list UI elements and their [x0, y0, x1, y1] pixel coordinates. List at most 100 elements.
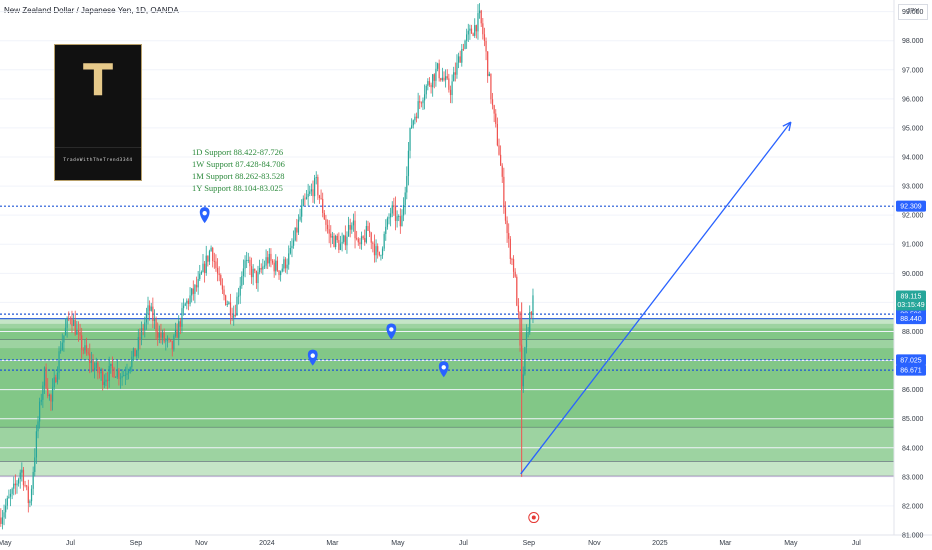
candle-body [89, 353, 91, 364]
candle-body [474, 25, 476, 36]
candle-body [173, 336, 175, 350]
candle-body [213, 261, 215, 262]
candle-body [202, 263, 204, 273]
candle-body [362, 236, 364, 239]
candle-body [115, 377, 117, 378]
candle-body [280, 271, 282, 276]
candle-body [530, 311, 532, 315]
candle-body [430, 84, 432, 88]
candle-body [359, 242, 361, 245]
arrow-head [782, 121, 792, 127]
candle-body [121, 375, 123, 378]
candle-body [132, 348, 135, 357]
candle-body [215, 261, 217, 268]
candle-body [500, 154, 502, 166]
candle-body [278, 270, 280, 276]
candle-body [288, 253, 290, 265]
candle-body [482, 23, 484, 35]
candle-body [315, 177, 317, 179]
candle-body [294, 227, 296, 241]
candle-body [310, 189, 312, 192]
candle-body [347, 224, 350, 237]
candle-body [454, 72, 456, 75]
candle-body [377, 246, 379, 252]
candle-body [336, 235, 338, 241]
candle-body [242, 268, 245, 277]
x-tick-label: Sep [523, 540, 536, 547]
price-tag [896, 200, 926, 212]
currency-selector[interactable]: JPY [898, 4, 928, 20]
candle-body [186, 300, 188, 304]
candle-body [71, 318, 73, 326]
logo-divider [55, 147, 141, 148]
candle-body [475, 25, 477, 32]
candle-body [461, 48, 463, 63]
candle-body [82, 349, 84, 351]
candle-body [43, 367, 46, 386]
candle-body [404, 192, 406, 206]
chart-title: New Zealand Dollar / Japanese Yen, 1D, O… [4, 6, 179, 15]
candle-body [422, 100, 424, 104]
candle-body [97, 362, 99, 373]
candle-body [150, 306, 152, 311]
candle-body [158, 332, 160, 338]
y-tick-label: 94.000 [902, 155, 924, 162]
x-tick-label: 2025 [652, 540, 668, 547]
x-tick-label: Nov [588, 540, 601, 547]
candle-body [191, 288, 193, 296]
candle-body [456, 62, 458, 75]
candle-body [210, 247, 212, 252]
candle-body [525, 332, 528, 348]
candle-body [155, 318, 157, 332]
candle-body [53, 377, 55, 388]
candle-body [81, 335, 83, 350]
pin-dot [202, 210, 207, 216]
candle-body [312, 189, 314, 197]
candle-body [504, 207, 507, 221]
candle-body [328, 229, 330, 234]
candle-body [388, 217, 390, 219]
candle-body [427, 81, 429, 86]
candle-body [271, 260, 274, 263]
candle-body [234, 314, 236, 316]
candle-body [276, 260, 279, 271]
candle-body [273, 262, 275, 272]
candle-body [90, 360, 93, 364]
x-tick-label: May [391, 540, 405, 547]
candle-body [257, 272, 259, 284]
candle-body [170, 339, 172, 341]
candle-body [527, 332, 529, 333]
candle-body [0, 517, 2, 524]
y-tick-label: 99.000 [902, 9, 924, 16]
candle-body [258, 268, 261, 273]
candle-body [205, 255, 207, 273]
candle-body [283, 259, 285, 269]
candle-body [487, 51, 489, 77]
candle-body [436, 63, 439, 69]
y-tick-label: 84.000 [902, 445, 924, 452]
candle-body [498, 145, 500, 155]
y-tick-label: 86.000 [902, 387, 924, 394]
candle-body [284, 259, 287, 269]
pin-dot [310, 353, 315, 358]
candle-body [160, 332, 162, 338]
candle-body [51, 387, 54, 402]
candle-body [244, 260, 246, 269]
candle-body [466, 34, 468, 41]
candle-body [208, 251, 211, 262]
x-tick-label: Mar [719, 540, 732, 547]
candle-body [364, 238, 366, 243]
brand-logo: T TradeWithTheTrend3344 [54, 44, 142, 181]
candle-body [457, 56, 460, 63]
pin-dot [441, 365, 446, 370]
y-tick-label: 92.000 [902, 213, 924, 220]
candle-body [24, 485, 26, 486]
candle-body [145, 314, 147, 323]
candle-body [512, 259, 515, 272]
price-tag [896, 313, 926, 325]
candle-body [514, 271, 516, 277]
candle-body [398, 216, 400, 217]
candle-body [291, 245, 293, 248]
